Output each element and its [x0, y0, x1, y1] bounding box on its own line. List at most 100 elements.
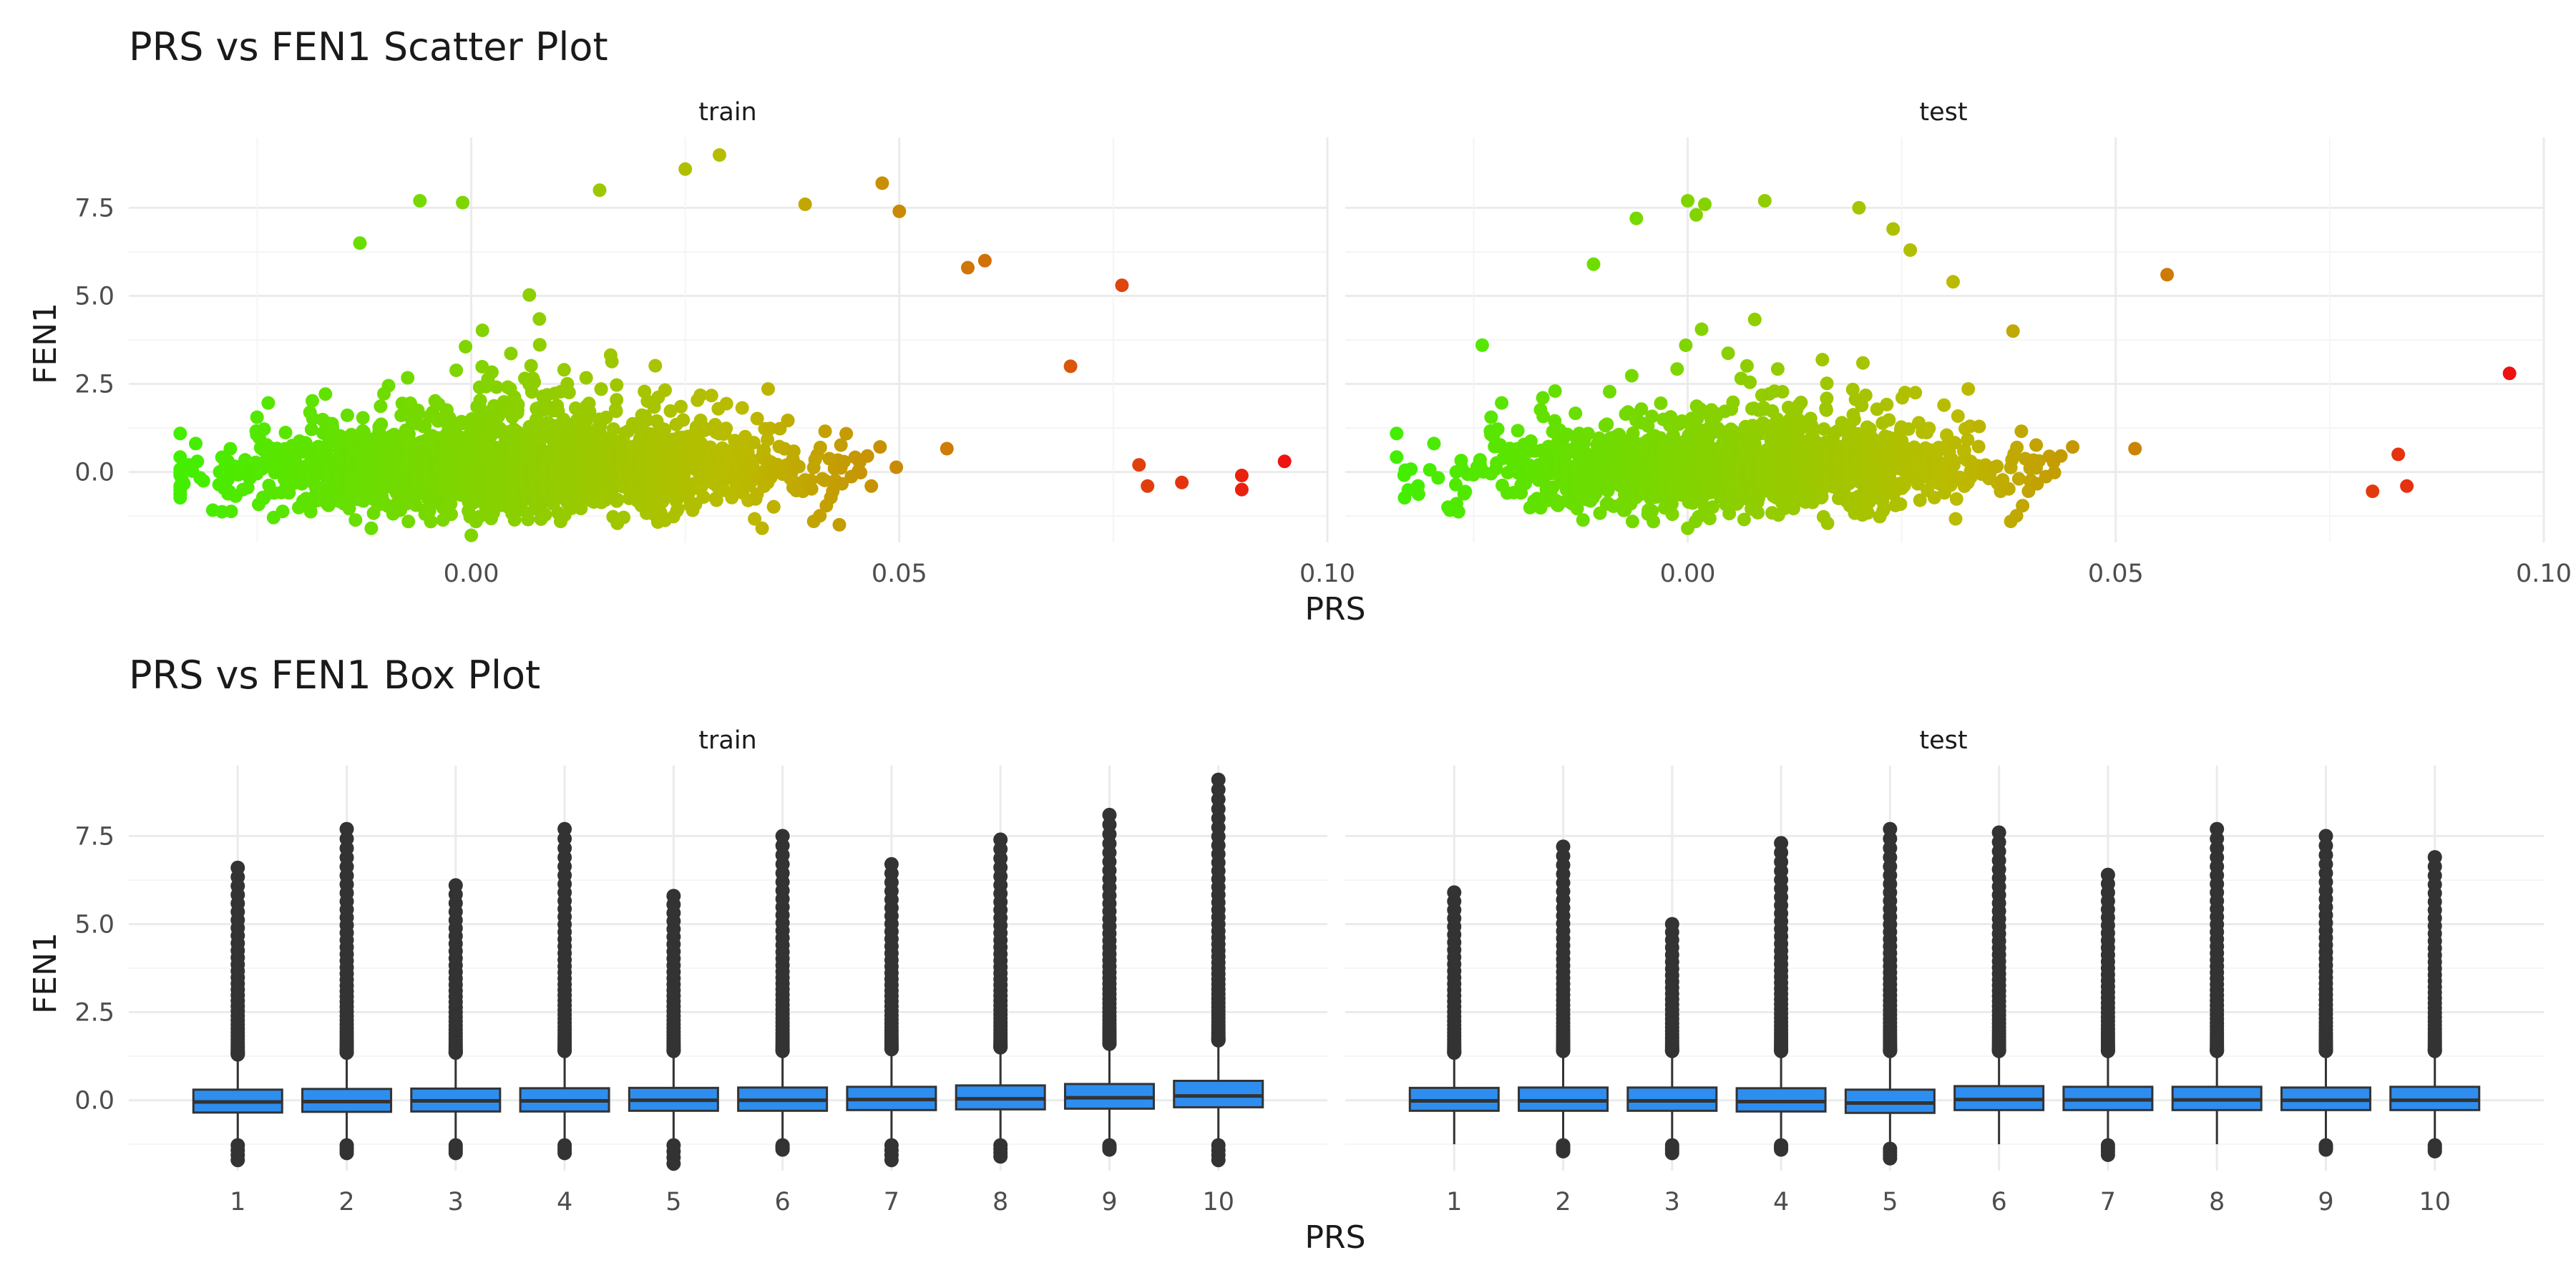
box-outlier — [339, 821, 354, 836]
scatter-point — [1234, 469, 1249, 482]
scatter-point — [1581, 426, 1595, 441]
scatter-point — [1860, 506, 1875, 520]
scatter-point — [648, 358, 663, 373]
scatter-point — [1726, 395, 1740, 409]
scatter-point — [746, 458, 760, 472]
scatter-point — [1665, 497, 1679, 511]
scatter-point — [1898, 386, 1912, 400]
scatter-point — [1234, 482, 1249, 497]
scatter-point — [713, 148, 726, 162]
scatter-point — [1694, 322, 1709, 336]
scatter-point — [977, 253, 992, 268]
scatter-point — [1277, 454, 1292, 469]
scatter-point — [1586, 257, 1601, 271]
scatter-point — [223, 441, 238, 456]
scatter-point — [261, 396, 275, 410]
scatter-point — [1893, 497, 1908, 512]
scatter-point — [250, 410, 264, 424]
scatter-point — [719, 421, 733, 436]
box-outlier — [884, 857, 899, 872]
box-outlier — [2100, 867, 2115, 882]
scatter-point — [532, 338, 547, 352]
scatter-point — [1475, 338, 1489, 352]
box-outlier — [230, 860, 245, 875]
scatter-point — [873, 440, 887, 454]
scatter-point — [1971, 439, 1986, 454]
scatter-point — [522, 288, 537, 302]
scatter-point — [763, 421, 777, 436]
box-outlier — [1211, 772, 1226, 787]
scatter-point — [1722, 507, 1737, 521]
scatter-point — [1698, 197, 1712, 211]
box-outlier — [1102, 1142, 1117, 1157]
scatter-point — [1679, 338, 1693, 352]
scatter-point — [1568, 406, 1583, 421]
scatter-point — [2391, 447, 2406, 462]
scatter-point — [1689, 208, 1703, 222]
scatter-point — [364, 521, 379, 535]
scatter-point — [832, 517, 847, 532]
box-outlier — [884, 1153, 899, 1168]
scatter-point — [1634, 402, 1649, 416]
scatter-point — [1511, 424, 1525, 438]
scatter-point — [1536, 391, 1550, 405]
scatter-point — [696, 490, 711, 504]
scatter-point — [1141, 479, 1155, 493]
scatter-point — [401, 371, 415, 385]
scatter-point — [1990, 459, 2004, 474]
scatter-point — [835, 477, 849, 491]
scatter-point — [464, 528, 479, 542]
scatter-point — [1858, 389, 1873, 402]
scatter-point — [804, 482, 819, 496]
scatter-point — [676, 413, 691, 427]
scatter-point — [1702, 512, 1717, 526]
scatter-point — [449, 364, 464, 377]
box-outlier — [230, 1153, 245, 1168]
scatter-point — [484, 365, 499, 379]
scatter-point — [1852, 200, 1866, 215]
scatter-point — [1411, 487, 1425, 502]
scatter-point — [1740, 358, 1754, 373]
scatter-point — [1820, 376, 1834, 391]
scatter-point — [1792, 423, 1806, 437]
scatter-point — [864, 479, 879, 493]
box-outlier — [1447, 885, 1462, 900]
scatter-point — [1770, 362, 1785, 376]
scatter-point — [1972, 419, 1986, 434]
scatter-point — [798, 197, 812, 211]
scatter-point — [1576, 513, 1590, 527]
box-outlier — [1883, 1151, 1898, 1166]
scatter-point — [527, 375, 542, 389]
scatter-point — [2001, 482, 2016, 496]
box-outlier — [1664, 1146, 1679, 1161]
scatter-point — [1901, 422, 1916, 436]
scatter-point — [663, 404, 678, 418]
scatter-point — [1948, 436, 1962, 450]
scatter-point — [1751, 506, 1765, 519]
scatter-point — [1063, 359, 1078, 374]
scatter-point — [834, 438, 848, 452]
scatter-point — [1603, 384, 1616, 399]
scatter-point — [1390, 426, 1404, 441]
scatter-point — [1877, 502, 1891, 516]
scatter-point — [2010, 440, 2024, 454]
box-outlier — [993, 1149, 1008, 1164]
scatter-point — [761, 433, 775, 447]
box-outlier — [1556, 1143, 1571, 1158]
box-outlier — [1883, 821, 1898, 836]
scatter-point — [318, 387, 333, 401]
scatter-point — [889, 460, 904, 474]
scatter-point — [1132, 458, 1146, 472]
scatter-point — [1737, 512, 1751, 527]
scatter-point — [1847, 412, 1861, 426]
scatter-point — [1175, 475, 1189, 489]
scatter-point — [2011, 472, 2026, 486]
scatter-point — [592, 183, 607, 197]
scatter-point — [1908, 386, 1923, 400]
scatter-point — [1115, 278, 1129, 293]
scatter-point — [818, 424, 832, 439]
scatter-point — [1948, 512, 1963, 526]
scatter-point — [524, 358, 538, 373]
scatter-point — [1427, 436, 1441, 451]
